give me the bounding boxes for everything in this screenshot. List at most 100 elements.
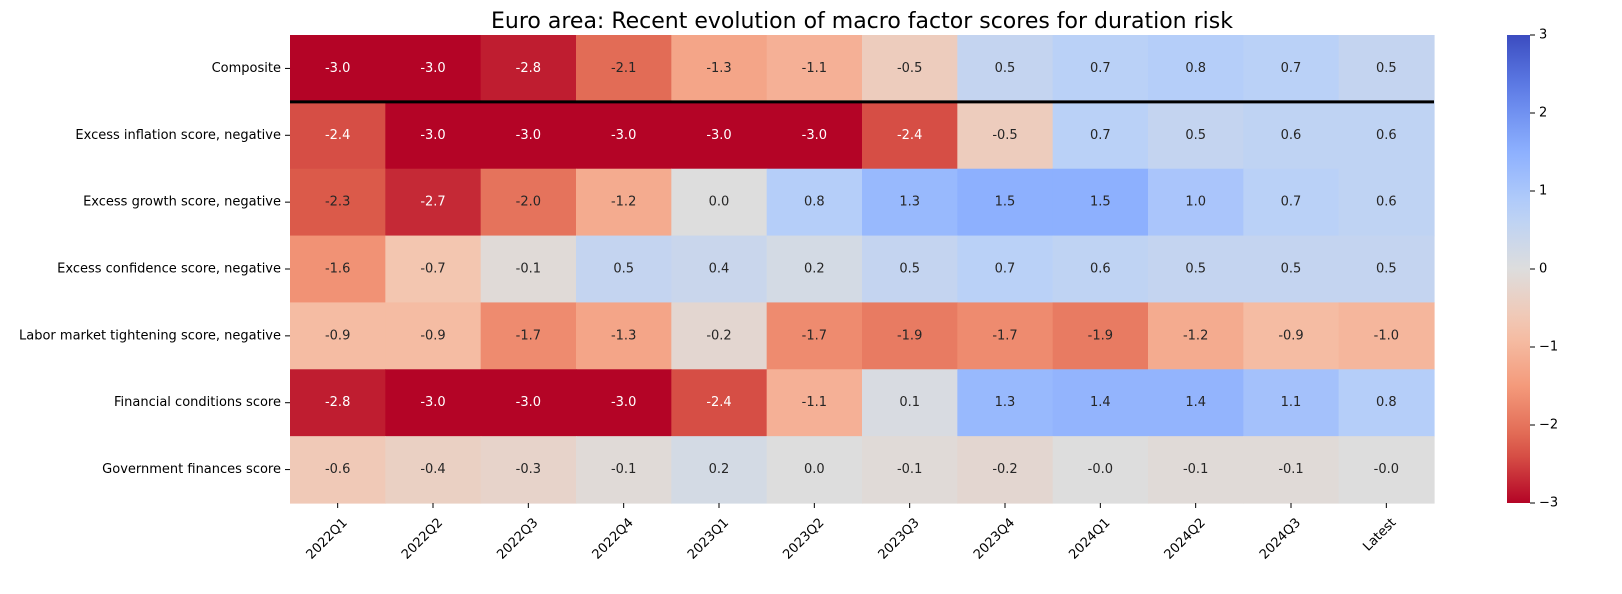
heatmap-cell-label: -1.6 — [325, 262, 350, 277]
heatmap-cell-label: 1.4 — [1185, 395, 1206, 410]
heatmap-cell — [1148, 436, 1244, 504]
heatmap-cell-label: -3.0 — [706, 128, 731, 143]
heatmap-cell-label: -1.1 — [802, 61, 827, 76]
heatmap-cell — [766, 35, 863, 103]
heatmap-cell-label: 0.4 — [709, 262, 730, 277]
heatmap-cell — [862, 235, 958, 304]
heatmap-cell — [671, 436, 768, 504]
heatmap-cell-label: -0.2 — [992, 462, 1017, 477]
y-tick-label: Labor market tightening score, negative — [19, 328, 281, 343]
colorbar-tick-label: 1 — [1539, 184, 1547, 199]
heatmap-cell — [290, 168, 386, 237]
heatmap-cell-label: 0.5 — [1376, 262, 1397, 277]
heatmap-cell — [1052, 369, 1149, 437]
heatmap-cell — [290, 436, 386, 504]
heatmap-cell — [1338, 235, 1435, 304]
heatmap-cell-label: -0.9 — [325, 328, 350, 343]
heatmap-cell-label: 0.1 — [899, 395, 920, 410]
heatmap-cell-label: -1.7 — [992, 328, 1017, 343]
heatmap-cell — [1243, 168, 1340, 237]
heatmap-cell-label: -3.0 — [420, 395, 445, 410]
heatmap-cell-label: -3.0 — [420, 128, 445, 143]
heatmap-cell — [290, 101, 386, 170]
heatmap-cell-label: 1.3 — [995, 395, 1016, 410]
heatmap-cell — [290, 302, 386, 370]
heatmap-cell-label: 0.5 — [1281, 262, 1302, 277]
heatmap-cell-label: -2.8 — [325, 395, 350, 410]
heatmap-cell — [1148, 235, 1244, 304]
heatmap-cell — [385, 168, 482, 237]
heatmap-cell — [671, 101, 768, 170]
colorbar-tick-label: 3 — [1539, 28, 1547, 43]
heatmap-cell-label: -1.9 — [1088, 328, 1113, 343]
heatmap-cell-label: -0.9 — [420, 328, 445, 343]
heatmap-cell-label: -0.5 — [897, 61, 922, 76]
heatmap-cell-label: 0.6 — [1281, 128, 1302, 143]
heatmap-cell-label: -0.9 — [1278, 328, 1303, 343]
heatmap-cell — [671, 168, 768, 237]
heatmap-cell — [576, 168, 672, 237]
heatmap-cell-label: -2.0 — [516, 195, 541, 210]
heatmap-cell — [1243, 436, 1340, 504]
heatmap-cell — [671, 35, 768, 103]
heatmap-cell-label: -1.2 — [611, 195, 636, 210]
heatmap-cell-label: -2.3 — [325, 195, 350, 210]
heatmap-cell — [385, 101, 482, 170]
heatmap-cell — [1148, 35, 1244, 103]
y-tick-label: Excess growth score, negative — [83, 195, 281, 210]
heatmap-cell-label: -3.0 — [516, 128, 541, 143]
heatmap-cell-label: 1.4 — [1090, 395, 1111, 410]
heatmap-cell-label: -0.0 — [1088, 462, 1113, 477]
heatmap-cell — [1148, 369, 1244, 437]
heatmap-cell — [1338, 369, 1435, 437]
heatmap-cell — [1243, 302, 1340, 370]
heatmap-cell — [766, 436, 863, 504]
y-tick-label: Composite — [212, 61, 281, 76]
heatmap-cell-label: 1.0 — [1185, 195, 1206, 210]
heatmap-cell-label: -0.1 — [897, 462, 922, 477]
heatmap-cell — [957, 35, 1054, 103]
heatmap-cell-label: -0.4 — [420, 462, 445, 477]
heatmap-cell — [480, 101, 577, 170]
heatmap-cell — [957, 235, 1054, 304]
heatmap-cell-label: 0.0 — [709, 195, 730, 210]
heatmap-cell-label: -0.1 — [611, 462, 636, 477]
heatmap-cell — [862, 168, 958, 237]
heatmap-cell — [1052, 168, 1149, 237]
x-tick-label: 2024Q2 — [1162, 515, 1209, 562]
heatmap-cell-label: -3.0 — [516, 395, 541, 410]
colorbar-tick-label: −1 — [1539, 340, 1558, 355]
heatmap-cell — [576, 302, 672, 370]
x-axis: 2022Q1 2022Q2 2022Q3 2022Q4 2023Q1 2023Q2 2023… — [304, 503, 1399, 563]
heatmap-cell — [480, 369, 577, 437]
heatmap-cell-label: 0.6 — [1376, 128, 1397, 143]
heatmap-cell — [385, 235, 482, 304]
heatmap-cell-label: -0.1 — [1183, 462, 1208, 477]
heatmap-cell — [862, 436, 958, 504]
heatmap-cell — [576, 101, 672, 170]
heatmap-cell — [1338, 168, 1435, 237]
heatmap-cell — [480, 235, 577, 304]
heatmap-cell-label: 1.5 — [995, 195, 1016, 210]
heatmap-cell — [576, 369, 672, 437]
heatmap-cell-label: -1.3 — [706, 61, 731, 76]
heatmap-cell — [766, 369, 863, 437]
heatmap-cell-label: -0.2 — [706, 328, 731, 343]
heatmap-cell-label: 0.8 — [1185, 61, 1206, 76]
x-tick-label: 2022Q2 — [399, 515, 446, 562]
heatmap-cell — [1338, 101, 1435, 170]
heatmap-cell — [1052, 101, 1149, 170]
heatmap-cell — [671, 235, 768, 304]
x-tick-label: 2022Q4 — [590, 515, 637, 562]
heatmap-cell-label: 1.5 — [1090, 195, 1111, 210]
heatmap-cell-label: 1.1 — [1281, 395, 1302, 410]
heatmap-cell-label: -2.4 — [325, 128, 350, 143]
heatmap-cell-label: -1.0 — [1374, 328, 1399, 343]
heatmap-cell-label: -1.2 — [1183, 328, 1208, 343]
heatmap-cells — [290, 35, 1435, 504]
heatmap-cell — [1243, 369, 1340, 437]
heatmap-cell — [290, 235, 386, 304]
heatmap-cell-label: 0.5 — [613, 262, 634, 277]
heatmap-cell-label: 0.5 — [1185, 128, 1206, 143]
x-tick-label: 2023Q1 — [685, 515, 732, 562]
